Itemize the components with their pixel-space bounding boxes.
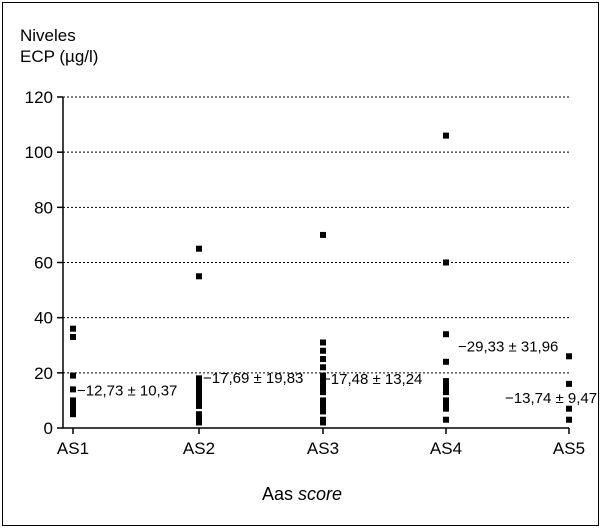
data-point bbox=[443, 389, 449, 396]
y-tick-label: 0 bbox=[44, 419, 53, 438]
data-point bbox=[443, 383, 449, 390]
x-ticks: AS1 AS2 AS3 AS4 AS5 bbox=[57, 428, 585, 458]
x-axis-label-main: Aas bbox=[262, 484, 293, 504]
data-point bbox=[566, 380, 572, 387]
data-point bbox=[320, 402, 326, 409]
x-tick-label: AS1 bbox=[57, 439, 89, 458]
data-point bbox=[566, 405, 572, 412]
data-point bbox=[320, 397, 326, 404]
data-point bbox=[443, 259, 449, 266]
series-annotation: −29,33 ± 31,96 bbox=[458, 339, 558, 356]
data-point bbox=[196, 397, 202, 404]
data-point bbox=[566, 416, 572, 423]
gridlines bbox=[63, 96, 569, 374]
series-annotation: −17,69 ± 19,83 bbox=[203, 370, 303, 387]
data-point bbox=[320, 339, 326, 346]
data-point bbox=[196, 419, 202, 426]
x-tick-label: AS4 bbox=[430, 439, 462, 458]
y-tick-label: 20 bbox=[34, 364, 53, 383]
data-point bbox=[70, 325, 76, 332]
data-point bbox=[566, 353, 572, 360]
data-point bbox=[320, 378, 326, 385]
data-point bbox=[443, 358, 449, 365]
data-point bbox=[443, 405, 449, 412]
series-annotation: −17,48 ± 13,24 bbox=[322, 371, 422, 388]
data-point bbox=[320, 364, 326, 371]
data-point bbox=[70, 333, 76, 340]
y-tick-label: 120 bbox=[25, 88, 53, 107]
ylabel-line-2: ECP (µg/l) bbox=[20, 47, 98, 66]
y-tick-label: 80 bbox=[34, 198, 53, 217]
data-point bbox=[320, 383, 326, 390]
data-points bbox=[70, 132, 572, 426]
y-tick-label: 40 bbox=[34, 309, 53, 328]
data-point bbox=[70, 372, 76, 379]
x-tick-label: AS5 bbox=[553, 439, 585, 458]
series-annotation: −12,73 ± 10,37 bbox=[77, 382, 177, 399]
x-tick-label: AS2 bbox=[183, 439, 215, 458]
annotations: −12,73 ± 10,37 −17,69 ± 19,83 −17,48 ± 13,… bbox=[77, 339, 597, 408]
data-point bbox=[320, 356, 326, 363]
data-point bbox=[443, 397, 449, 404]
data-point bbox=[443, 132, 449, 139]
y-tick-label: 100 bbox=[25, 143, 53, 162]
data-point bbox=[443, 416, 449, 423]
data-point bbox=[196, 245, 202, 252]
ylabel-line-1: Niveles bbox=[20, 26, 76, 45]
data-point bbox=[320, 419, 326, 426]
data-point bbox=[320, 347, 326, 354]
data-point bbox=[70, 386, 76, 393]
series-annotation: −13,74 ± 9,47 bbox=[505, 390, 597, 407]
data-point bbox=[196, 402, 202, 409]
data-point bbox=[443, 378, 449, 385]
x-tick-label: AS3 bbox=[307, 439, 339, 458]
data-point bbox=[70, 411, 76, 418]
data-point bbox=[320, 389, 326, 396]
data-point bbox=[320, 372, 326, 379]
data-point bbox=[196, 273, 202, 280]
x-axis-label: Aas score bbox=[262, 484, 342, 504]
y-ticks: 0 20 40 60 80 100 120 bbox=[25, 88, 63, 438]
data-point bbox=[320, 231, 326, 238]
chart-frame bbox=[2, 2, 599, 526]
data-point bbox=[320, 408, 326, 415]
data-point bbox=[443, 331, 449, 338]
x-axis-label-italic: score bbox=[298, 484, 342, 504]
y-tick-label: 60 bbox=[34, 254, 53, 273]
